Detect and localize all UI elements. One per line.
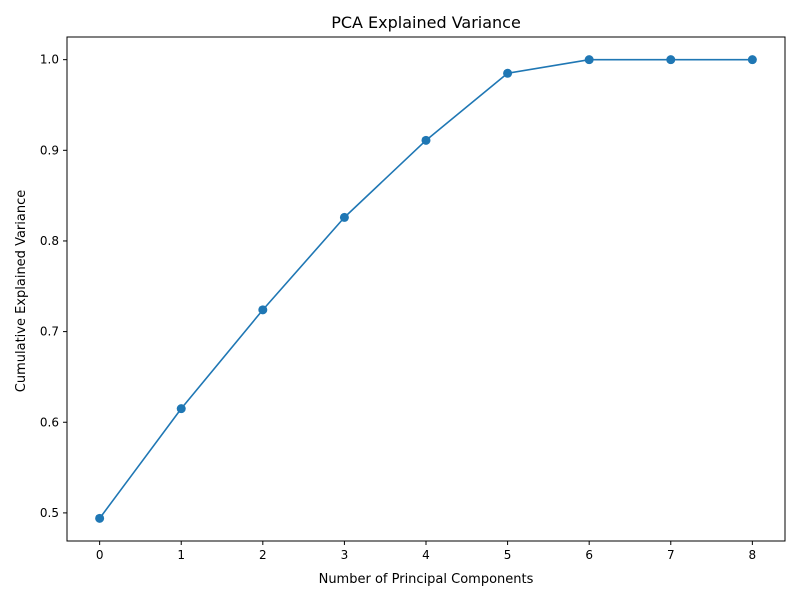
- y-axis-label: Cumulative Explained Variance: [14, 190, 29, 392]
- x-tick-label: 2: [259, 548, 267, 562]
- data-point: [339, 212, 349, 222]
- y-tick-label: 0.7: [40, 325, 59, 339]
- x-tick-label: 4: [422, 548, 430, 562]
- x-tick-label: 1: [177, 548, 185, 562]
- y-axis-ticks: 0.5 0.6 0.7 0.8 0.9 1.0: [40, 53, 67, 520]
- data-point: [584, 55, 594, 65]
- data-point: [176, 404, 186, 414]
- data-point: [258, 305, 268, 315]
- series-layer: [95, 55, 757, 523]
- y-tick-label: 0.9: [40, 143, 59, 157]
- x-tick-label: 5: [504, 548, 512, 562]
- y-tick-label: 0.6: [40, 415, 59, 429]
- x-tick-label: 7: [667, 548, 675, 562]
- data-point: [666, 55, 676, 65]
- data-point: [95, 513, 105, 523]
- x-axis-label: Number of Principal Components: [319, 572, 534, 587]
- x-tick-label: 0: [96, 548, 104, 562]
- x-tick-label: 8: [749, 548, 757, 562]
- y-tick-label: 0.8: [40, 234, 59, 248]
- x-tick-label: 3: [341, 548, 349, 562]
- data-point: [503, 68, 513, 78]
- data-point: [421, 135, 431, 145]
- y-tick-label: 0.5: [40, 506, 59, 520]
- y-tick-label: 1.0: [40, 53, 59, 67]
- x-tick-label: 6: [585, 548, 593, 562]
- data-point: [747, 55, 757, 65]
- x-axis-ticks: 0 1 2 3 4 5 6 7 8: [96, 541, 756, 562]
- chart-title: PCA Explained Variance: [331, 13, 521, 32]
- plot-frame: [66, 36, 786, 542]
